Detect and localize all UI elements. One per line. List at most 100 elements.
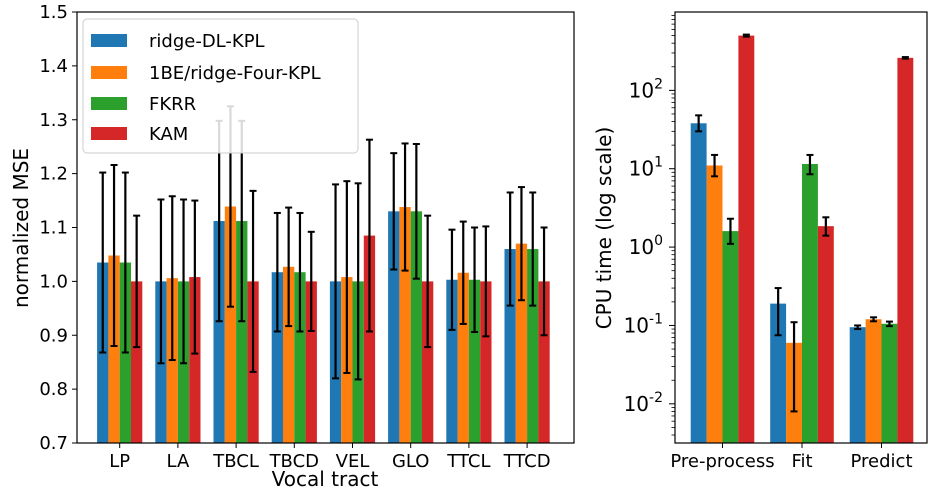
cpu-bar-kam-predict xyxy=(897,57,914,443)
mse-y-tick-label-1-5: 1.5 xyxy=(39,2,68,23)
mse-bar-fkrr-tbcl xyxy=(236,221,248,443)
mse-x-tick-label-la: LA xyxy=(167,451,190,472)
cpu-bar-ridge-dl-kpl-predict xyxy=(849,327,866,443)
mse-error-kam-glo xyxy=(424,214,432,349)
mse-error-ridge-dl-kpl-ttcd xyxy=(506,191,514,307)
mse-error-fkrr-glo xyxy=(412,142,420,280)
mse-error-kam-tbcl xyxy=(249,189,257,373)
mse-bar-kam-glo xyxy=(422,281,434,443)
cpu-bars xyxy=(690,35,914,444)
mse-error-kam-ttcl xyxy=(482,225,490,338)
cpu-y-axis-label: CPU time (log scale) xyxy=(592,127,616,330)
mse-x-tick-label-glo: GLO xyxy=(392,451,430,472)
mse-bar-ridge-dl-kpl-glo xyxy=(388,211,400,443)
mse-error-fkrr-vel xyxy=(354,182,362,381)
mse-error-1be-ridge-four-kpl-la xyxy=(168,195,176,362)
mse-bar-1be-ridge-four-kpl-ttcl xyxy=(457,272,469,443)
mse-x-tick-label-ttcl: TTCL xyxy=(446,451,490,472)
mse-x-axis-label: Vocal tract xyxy=(272,467,379,491)
cpu-error-kam-pre-process xyxy=(742,33,750,38)
cpu-bar-fkrr-fit xyxy=(802,163,818,443)
cpu-y-tick-label-2: 102 xyxy=(629,76,663,102)
legend-label-fkrr: FKRR xyxy=(149,94,196,115)
mse-error-ridge-dl-kpl-la xyxy=(157,198,165,365)
mse-error-1be-ridge-four-kpl-glo xyxy=(401,142,409,272)
mse-bar-fkrr-tbcd xyxy=(294,272,306,443)
mse-chart: 0.7 0.8 0.9 1.0 1.1 1.2 1.3 1.4 1.5 LP LA TBCL TBCD… xyxy=(9,2,575,491)
mse-y-tick-label-1-1: 1.1 xyxy=(39,218,68,239)
mse-y-axis-label: normalized MSE xyxy=(9,148,33,308)
cpu-error-ridge-dl-kpl-predict xyxy=(854,324,862,331)
legend-label-1be-ridge-four-kpl: 1BE/ridge-Four-KPL xyxy=(149,63,321,84)
mse-y-tick-label-1-3: 1.3 xyxy=(39,110,68,131)
mse-error-fkrr-la xyxy=(180,198,188,365)
mse-y-tick-label-1-4: 1.4 xyxy=(39,56,68,77)
cpu-x-tick-label-pre-process: Pre-process xyxy=(670,451,774,472)
cpu-y-ticks: 10-2 10-1 100 101 102 xyxy=(624,15,675,436)
mse-bar-1be-ridge-four-kpl-glo xyxy=(399,207,411,443)
cpu-y-tick-label-0: 100 xyxy=(629,233,663,259)
mse-bar-1be-ridge-four-kpl-tbcd xyxy=(283,266,295,443)
mse-bar-kam-vel xyxy=(363,235,376,443)
mse-bar-fkrr-ttcd xyxy=(527,249,539,443)
mse-error-1be-ridge-four-kpl-ttcl xyxy=(459,220,467,325)
cpu-error-1be-ridge-four-kpl-pre-process xyxy=(711,153,719,178)
mse-x-tick-label-tbcd: TBCD xyxy=(269,451,319,472)
cpu-error-1be-ridge-four-kpl-fit xyxy=(790,321,798,413)
mse-x-tick-label-lp: LP xyxy=(109,451,130,472)
mse-error-kam-ttcd xyxy=(540,226,548,337)
mse-error-bars xyxy=(99,105,548,381)
cpu-bar-ridge-dl-kpl-fit xyxy=(770,303,787,443)
mse-y-tick-label-1-2: 1.2 xyxy=(39,164,68,185)
mse-error-1be-ridge-four-kpl-tbcd xyxy=(285,206,293,328)
mse-bar-ridge-dl-kpl-tbcl xyxy=(213,221,225,443)
mse-bar-fkrr-glo xyxy=(410,211,422,443)
cpu-x-ticks: Pre-process Fit Predict xyxy=(670,443,913,472)
legend-swatch-kam xyxy=(91,127,127,140)
mse-error-fkrr-tbcd xyxy=(296,211,304,333)
cpu-error-fkrr-pre-process xyxy=(726,217,734,245)
mse-error-ridge-dl-kpl-glo xyxy=(390,152,398,271)
mse-error-kam-la xyxy=(191,199,199,355)
mse-bar-ridge-dl-kpl-ttcd xyxy=(504,249,516,443)
cpu-y-tick-label-1: 101 xyxy=(629,155,663,181)
cpu-error-kam-fit xyxy=(822,216,830,237)
mse-x-tick-label-vel: VEL xyxy=(336,451,370,472)
mse-error-1be-ridge-four-kpl-vel xyxy=(343,180,351,374)
mse-y-tick-label-1-0: 1.0 xyxy=(39,271,68,292)
cpu-error-ridge-dl-kpl-pre-process xyxy=(695,114,703,133)
mse-x-tick-label-tbcl: TBCL xyxy=(212,451,259,472)
mse-bar-fkrr-ttcl xyxy=(468,279,481,443)
mse-bar-1be-ridge-four-kpl-lp xyxy=(108,255,120,443)
mse-axes-frame xyxy=(76,11,575,444)
legend-box xyxy=(82,18,359,154)
mse-bars xyxy=(97,206,550,443)
cpu-error-bars xyxy=(695,33,909,413)
cpu-y-tick-label-2: 10-2 xyxy=(624,390,663,416)
cpu-bar-kam-pre-process xyxy=(738,35,755,443)
legend-swatch-1be-ridge-four-kpl xyxy=(91,66,127,79)
mse-error-fkrr-ttcd xyxy=(529,191,537,307)
mse-error-fkrr-lp xyxy=(121,171,129,354)
cpu-bar-ridge-dl-kpl-pre-process xyxy=(690,123,707,443)
cpu-x-tick-label-predict: Predict xyxy=(851,451,913,472)
cpu-bar-fkrr-predict xyxy=(881,323,898,443)
mse-error-1be-ridge-four-kpl-ttcd xyxy=(517,186,525,302)
mse-bar-ridge-dl-kpl-tbcd xyxy=(271,272,283,443)
mse-y-tick-label-0-7: 0.7 xyxy=(39,433,68,454)
legend-label-ridge-dl-kpl: ridge-DL-KPL xyxy=(149,31,265,52)
mse-error-fkrr-ttcl xyxy=(471,226,479,334)
legend: ridge-DL-KPL 1BE/ridge-Four-KPL FKRR KAM xyxy=(82,18,359,154)
mse-bar-kam-ttcd xyxy=(538,281,550,443)
cpu-error-kam-predict xyxy=(901,56,909,60)
cpu-bar-fkrr-pre-process xyxy=(722,231,739,443)
mse-error-ridge-dl-kpl-vel xyxy=(332,183,340,380)
legend-swatch-fkrr xyxy=(91,97,127,110)
mse-error-kam-vel xyxy=(365,138,373,333)
cpu-bar-kam-fit xyxy=(817,226,834,443)
mse-bar-kam-la xyxy=(189,277,201,443)
mse-error-kam-tbcd xyxy=(307,230,315,332)
mse-x-tick-label-ttcd: TTCD xyxy=(503,451,551,472)
